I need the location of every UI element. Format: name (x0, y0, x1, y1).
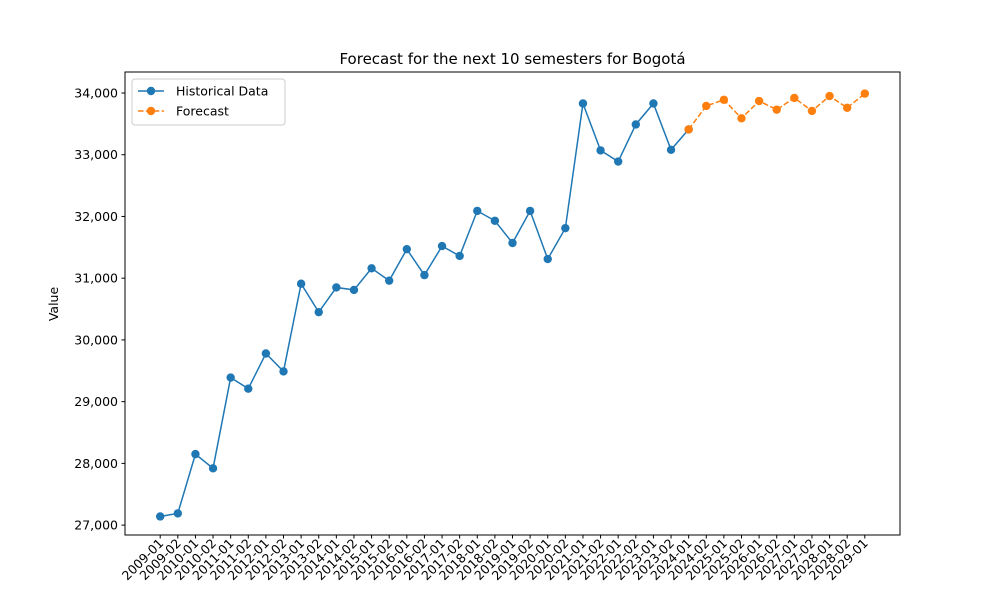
data-point-forecast (684, 125, 693, 134)
data-point-historical-data (455, 251, 464, 261)
y-tick-label: 34,000 (74, 85, 118, 100)
data-point-forecast (825, 91, 834, 101)
data-point-historical-data (525, 206, 535, 216)
data-point-historical-data (384, 276, 394, 285)
data-point-historical-data (261, 349, 271, 358)
data-point-historical-data (314, 307, 323, 317)
data-point-forecast (860, 89, 869, 98)
data-point-historical-data (402, 244, 412, 254)
data-point-forecast (702, 101, 711, 111)
y-tick-label: 33,000 (74, 147, 118, 162)
data-point-historical-data (490, 216, 500, 225)
legend-label-historical-data: Historical Data (176, 84, 268, 99)
data-point-historical-data (367, 264, 376, 273)
legend-label-forecast: Forecast (176, 104, 229, 119)
data-point-historical-data (508, 238, 517, 248)
y-tick-label: 32,000 (74, 209, 118, 224)
data-point-historical-data (561, 223, 570, 233)
data-point-historical-data (649, 99, 658, 108)
data-point-forecast (807, 106, 817, 116)
series-line-historical-data (160, 102, 690, 518)
plot-area: 27,000 28,000 29,000 30,000 31,000 32,000 33,0… (74, 71, 901, 583)
data-point-historical-data (296, 279, 306, 288)
data-point-historical-data (173, 509, 183, 518)
y-tick-label: 31,000 (74, 271, 118, 286)
legend-marker-forecast (146, 106, 156, 116)
data-point-forecast (737, 114, 746, 123)
data-point-historical-data (596, 146, 605, 155)
y-tick-label: 29,000 (74, 394, 118, 409)
data-point-historical-data (226, 373, 235, 382)
data-point-historical-data (631, 120, 641, 129)
data-point-forecast (790, 93, 799, 103)
data-point-forecast (772, 105, 781, 114)
data-point-historical-data (420, 270, 429, 280)
data-point-historical-data (666, 145, 676, 154)
data-point-historical-data (244, 384, 253, 393)
legend-box (131, 78, 286, 126)
data-point-historical-data (208, 464, 218, 473)
y-tick-label: 30,000 (74, 332, 118, 347)
plot-frame (124, 71, 901, 536)
series-line-forecast (688, 93, 866, 130)
data-point-historical-data (578, 99, 588, 108)
data-point-historical-data (613, 157, 623, 166)
y-tick-label: 27,000 (74, 518, 118, 533)
legend-marker-historical-data (146, 86, 156, 96)
data-point-historical-data (437, 241, 447, 251)
data-point-historical-data (473, 206, 482, 216)
chart-title: Forecast for the next 10 semesters for B… (339, 50, 685, 68)
data-point-historical-data (543, 254, 552, 264)
data-point-historical-data (156, 512, 165, 521)
data-point-forecast (754, 96, 764, 106)
data-point-forecast (719, 95, 729, 104)
data-point-historical-data (332, 283, 341, 292)
legend: Historical Data Forecast (131, 78, 286, 126)
y-tick-label: 28,000 (74, 456, 118, 471)
data-point-historical-data (349, 285, 359, 295)
data-point-forecast (842, 103, 852, 113)
data-point-historical-data (191, 449, 200, 459)
y-axis-label: Value (46, 287, 61, 322)
data-point-historical-data (279, 367, 288, 376)
